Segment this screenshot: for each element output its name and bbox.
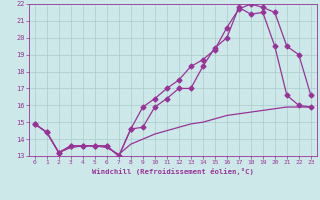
X-axis label: Windchill (Refroidissement éolien,°C): Windchill (Refroidissement éolien,°C) — [92, 168, 254, 175]
